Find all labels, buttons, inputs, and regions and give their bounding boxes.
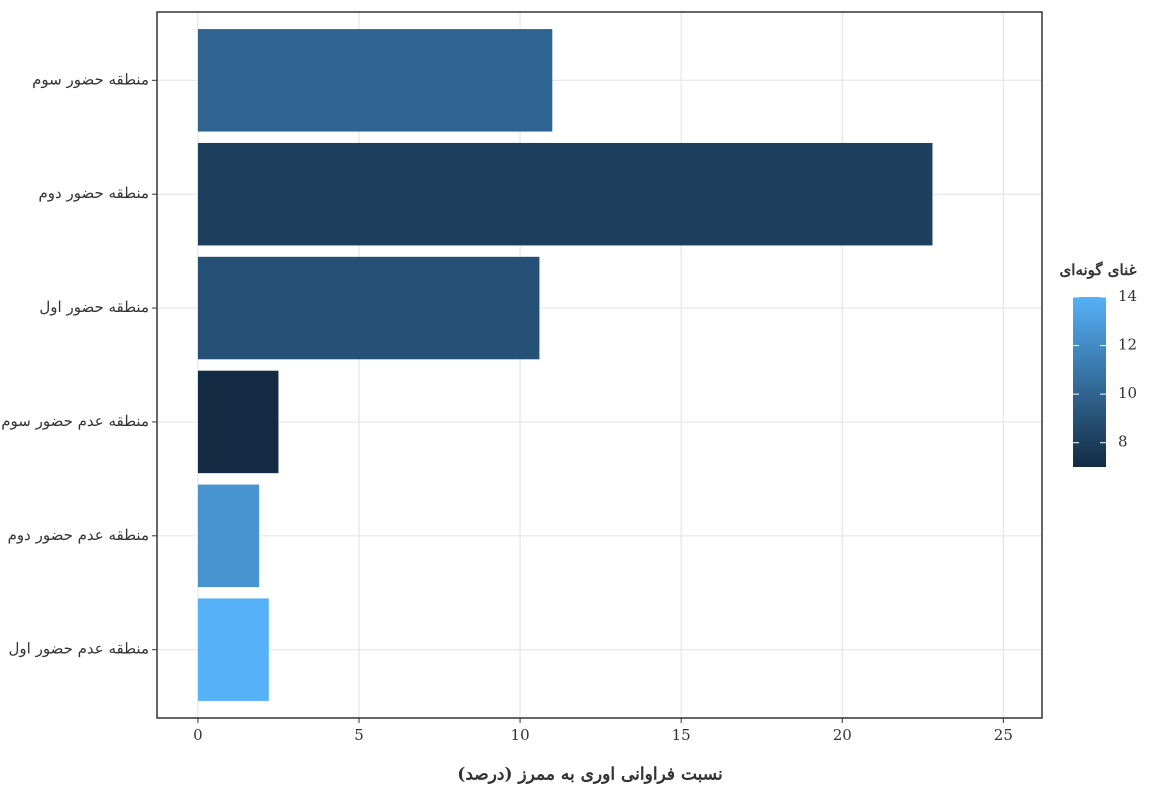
colorbar [1073, 297, 1106, 467]
x-tick-label: 25 [994, 726, 1013, 744]
plot-border [156, 11, 1043, 719]
bar [197, 598, 269, 701]
y-tick-label: منطقه حضور سوم [32, 70, 149, 88]
bar [197, 256, 540, 360]
y-tick-label: منطقه عدم حضور سوم [1, 412, 149, 430]
legend-tick-label: 14 [1118, 287, 1137, 305]
y-tick-label: منطقه حضور دوم [38, 184, 149, 202]
legend-tick-label: 12 [1118, 336, 1137, 354]
bar [197, 29, 553, 132]
x-tick-label: 0 [193, 726, 203, 744]
bar [197, 142, 933, 246]
x-tick-label: 15 [672, 726, 691, 744]
legend-title: غنای گونه‌ای [1060, 261, 1137, 279]
bar [197, 484, 260, 588]
y-tick-label: منطقه عدم حضور اول [9, 640, 150, 658]
legend-tick-label: 10 [1118, 384, 1137, 402]
x-axis-title: نسبت فراوانی اوری به ممرز (درصد) [457, 765, 722, 785]
x-tick-label: 5 [354, 726, 364, 744]
x-tick-label: 10 [511, 726, 530, 744]
y-tick-label: منطقه عدم حضور دوم [8, 526, 149, 544]
bar [197, 370, 279, 474]
y-tick-label: منطقه حضور اول [39, 298, 149, 316]
x-tick-label: 20 [833, 726, 852, 744]
legend-tick-label: 8 [1118, 433, 1128, 451]
